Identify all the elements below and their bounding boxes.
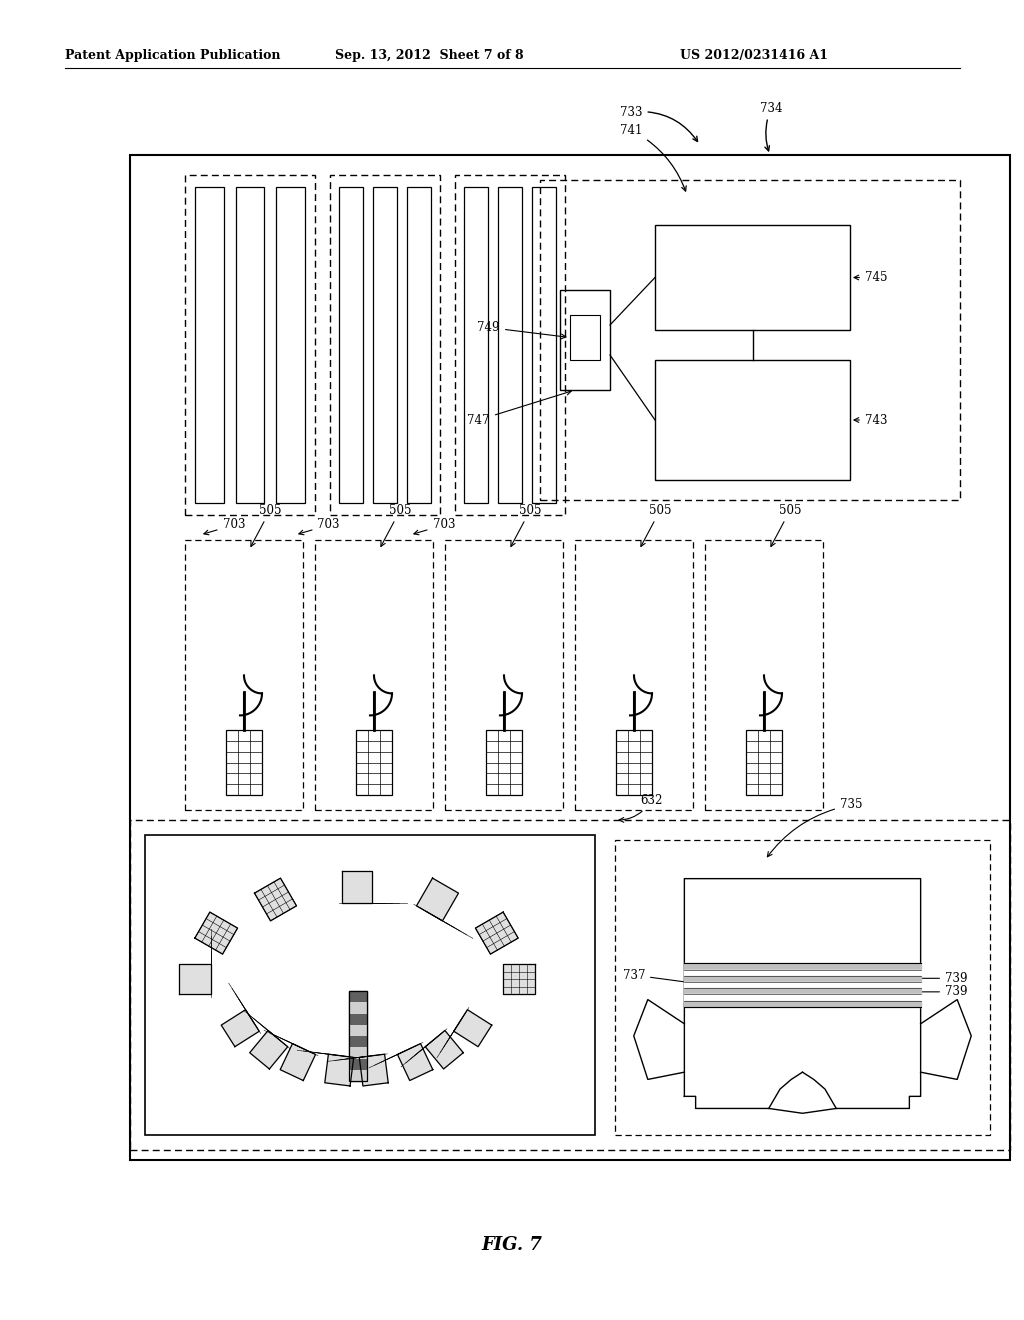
Polygon shape xyxy=(425,1031,463,1069)
Bar xyxy=(705,540,823,810)
Text: US 2012/0231416 A1: US 2012/0231416 A1 xyxy=(680,49,828,62)
Bar xyxy=(348,1002,367,1014)
Polygon shape xyxy=(684,982,921,989)
Text: 505: 505 xyxy=(641,503,672,546)
Bar xyxy=(540,180,961,500)
Bar xyxy=(348,1014,367,1024)
Bar xyxy=(348,1024,367,1036)
Polygon shape xyxy=(684,1001,921,1007)
Text: 745: 745 xyxy=(854,271,888,284)
Bar xyxy=(348,1069,367,1081)
Polygon shape xyxy=(921,999,971,1080)
Bar xyxy=(373,187,397,503)
Bar xyxy=(615,840,990,1135)
Bar xyxy=(407,187,431,503)
Polygon shape xyxy=(255,878,297,921)
Text: 747: 747 xyxy=(468,391,571,426)
Bar xyxy=(575,540,693,810)
Text: FIG. 7: FIG. 7 xyxy=(481,1236,543,1254)
Polygon shape xyxy=(341,871,372,903)
Polygon shape xyxy=(684,994,921,1001)
Text: 505: 505 xyxy=(511,503,542,546)
Bar xyxy=(455,176,565,515)
Text: 505: 505 xyxy=(771,503,802,546)
Bar xyxy=(356,730,392,795)
Polygon shape xyxy=(684,879,921,1113)
Bar xyxy=(226,730,262,795)
Bar xyxy=(746,730,782,795)
Bar xyxy=(348,1047,367,1059)
Text: 505: 505 xyxy=(381,503,412,546)
Polygon shape xyxy=(454,1010,492,1047)
Polygon shape xyxy=(475,912,518,954)
Bar xyxy=(185,540,303,810)
Bar xyxy=(330,176,440,515)
Bar xyxy=(445,540,563,810)
Bar xyxy=(185,176,315,515)
Bar xyxy=(531,187,556,503)
Bar xyxy=(570,315,600,360)
Bar xyxy=(339,187,364,503)
Text: 737: 737 xyxy=(623,969,705,986)
Bar xyxy=(560,290,610,389)
Bar xyxy=(145,836,595,1135)
Bar xyxy=(315,540,433,810)
Polygon shape xyxy=(221,1010,259,1047)
Polygon shape xyxy=(684,975,921,982)
Bar xyxy=(236,187,264,503)
Bar xyxy=(275,187,304,503)
Polygon shape xyxy=(684,969,921,975)
Text: Sep. 13, 2012  Sheet 7 of 8: Sep. 13, 2012 Sheet 7 of 8 xyxy=(335,49,523,62)
Bar xyxy=(196,187,224,503)
Text: Patent Application Publication: Patent Application Publication xyxy=(65,49,281,62)
Bar xyxy=(348,991,367,1081)
Polygon shape xyxy=(359,1055,388,1086)
Text: 703: 703 xyxy=(204,519,245,535)
Polygon shape xyxy=(417,878,459,921)
Bar xyxy=(130,154,1010,1160)
Bar xyxy=(130,820,1010,1150)
Polygon shape xyxy=(325,1055,353,1086)
Polygon shape xyxy=(634,999,684,1080)
Text: 505: 505 xyxy=(251,503,282,546)
Text: 749: 749 xyxy=(477,321,566,339)
Text: 735: 735 xyxy=(767,799,862,857)
Polygon shape xyxy=(684,989,921,994)
Bar xyxy=(655,360,850,480)
Bar xyxy=(348,991,367,1081)
Bar xyxy=(498,187,522,503)
Polygon shape xyxy=(684,964,921,969)
Text: 632: 632 xyxy=(620,793,663,822)
Text: 741: 741 xyxy=(620,124,686,191)
Bar xyxy=(616,730,652,795)
Bar xyxy=(464,187,488,503)
Polygon shape xyxy=(503,964,535,994)
Text: 703: 703 xyxy=(414,519,455,535)
Text: 733: 733 xyxy=(620,106,697,141)
Polygon shape xyxy=(178,964,211,994)
Text: 734: 734 xyxy=(760,102,782,150)
Text: 739: 739 xyxy=(911,972,968,985)
Polygon shape xyxy=(250,1031,288,1069)
Bar xyxy=(348,1059,367,1069)
Bar xyxy=(486,730,522,795)
Text: 703: 703 xyxy=(299,519,340,535)
Polygon shape xyxy=(195,912,238,954)
Text: 739: 739 xyxy=(911,985,968,998)
Polygon shape xyxy=(397,1044,433,1081)
Bar xyxy=(655,224,850,330)
Bar xyxy=(348,1036,367,1047)
Text: 743: 743 xyxy=(854,413,888,426)
Bar xyxy=(348,991,367,1002)
Polygon shape xyxy=(281,1044,315,1081)
